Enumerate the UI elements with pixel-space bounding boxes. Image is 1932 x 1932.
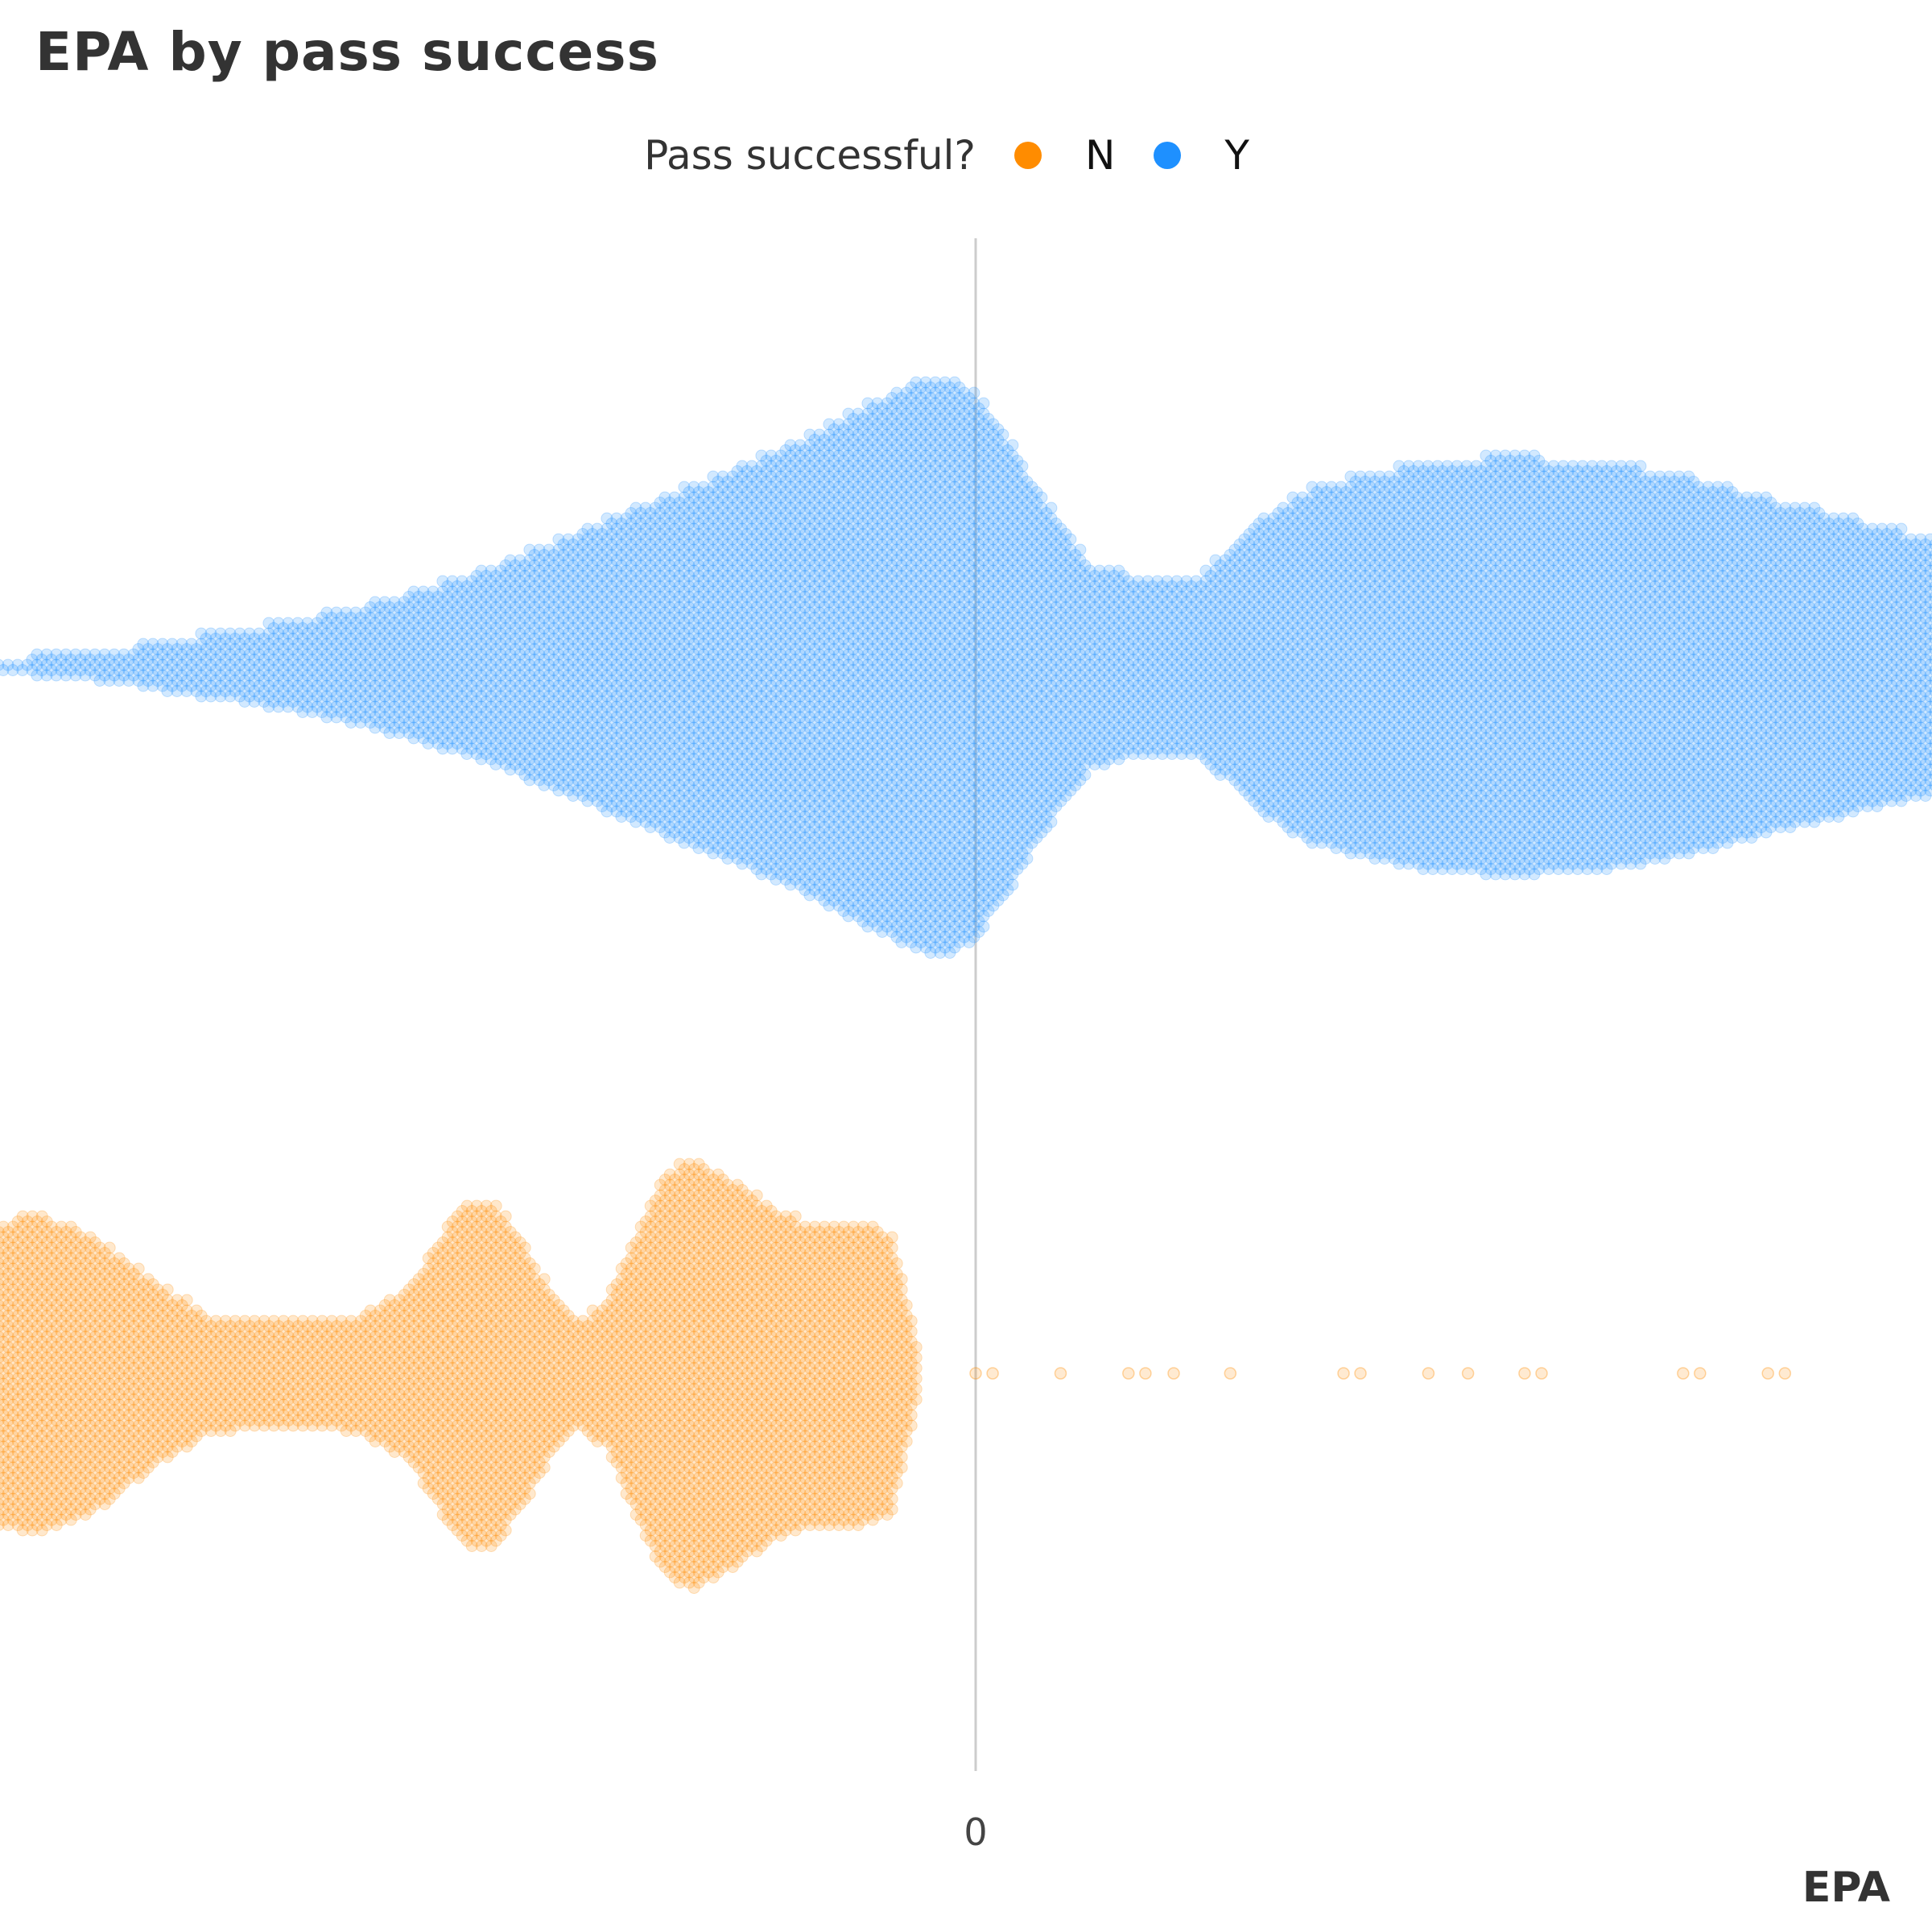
point-n	[500, 1211, 511, 1222]
point-n	[539, 1462, 550, 1473]
point-n	[519, 1242, 530, 1253]
point-n	[490, 1200, 502, 1212]
point-n	[104, 1242, 115, 1253]
point-n	[133, 1263, 144, 1274]
series-n	[0, 1158, 1932, 1594]
point-n	[790, 1211, 801, 1222]
point-n	[181, 1294, 192, 1306]
point-n	[751, 1190, 762, 1201]
point-n	[500, 1525, 511, 1536]
point-n	[539, 1274, 550, 1285]
point-n	[524, 1488, 535, 1500]
point-n	[529, 1263, 540, 1274]
point-n	[162, 1284, 173, 1295]
